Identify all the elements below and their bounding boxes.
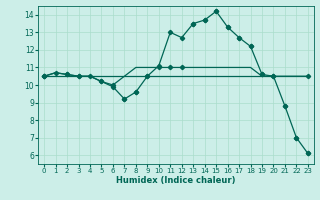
X-axis label: Humidex (Indice chaleur): Humidex (Indice chaleur) (116, 176, 236, 185)
